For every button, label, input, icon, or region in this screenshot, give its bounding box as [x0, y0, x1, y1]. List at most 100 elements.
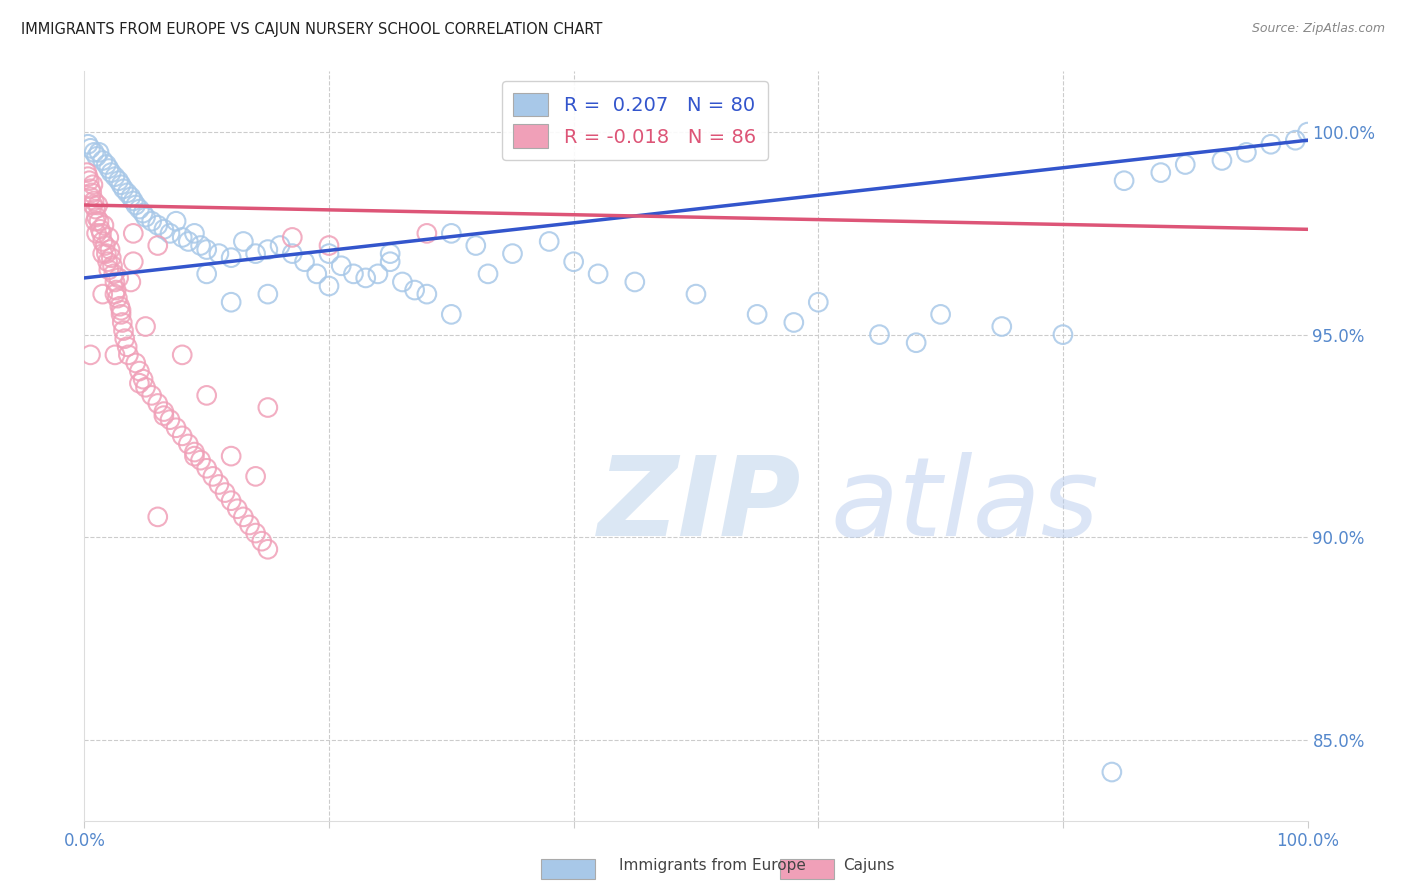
Text: ZIP: ZIP: [598, 452, 801, 559]
Point: [112, 182, 135, 196]
Point: [747, 307, 769, 321]
Point: [96, 246, 118, 260]
Point: [82, 178, 104, 192]
Point: [159, 412, 181, 426]
Point: [172, 348, 194, 362]
Point: [195, 461, 218, 475]
Text: Immigrants from Europe: Immigrants from Europe: [619, 858, 806, 872]
Point: [117, 348, 139, 362]
Point: [367, 267, 389, 281]
Point: [238, 518, 260, 533]
Point: [165, 421, 187, 435]
Point: [90, 227, 112, 241]
Point: [1101, 765, 1123, 780]
Point: [146, 219, 169, 233]
Point: [1296, 125, 1319, 139]
Point: [404, 283, 426, 297]
Point: [1284, 133, 1306, 147]
Point: [807, 295, 830, 310]
Point: [86, 149, 108, 163]
Point: [125, 356, 148, 370]
Point: [141, 388, 163, 402]
Point: [245, 246, 267, 260]
Point: [110, 303, 132, 318]
Point: [108, 299, 131, 313]
Point: [110, 178, 132, 192]
Point: [330, 259, 353, 273]
Point: [226, 501, 249, 516]
Point: [104, 348, 127, 362]
Point: [869, 327, 891, 342]
Point: [111, 316, 134, 330]
Point: [135, 319, 157, 334]
Point: [104, 275, 127, 289]
Point: [89, 222, 111, 236]
Point: [159, 227, 181, 241]
Point: [101, 259, 124, 273]
Point: [219, 251, 242, 265]
Point: [342, 267, 364, 281]
Point: [153, 404, 176, 418]
Point: [82, 198, 104, 212]
Point: [103, 267, 125, 281]
Point: [380, 254, 402, 268]
Point: [172, 429, 194, 443]
Point: [153, 222, 176, 236]
Point: [183, 227, 205, 241]
Point: [120, 190, 142, 204]
Point: [257, 287, 280, 301]
Point: [87, 145, 110, 160]
Point: [183, 445, 205, 459]
Point: [562, 254, 585, 268]
Point: [96, 157, 118, 171]
Point: [1211, 153, 1233, 168]
Point: [83, 194, 105, 208]
Point: [146, 238, 169, 252]
Point: [195, 388, 218, 402]
Point: [104, 169, 127, 184]
Point: [97, 262, 120, 277]
Point: [120, 275, 142, 289]
Text: Cajuns: Cajuns: [844, 858, 896, 872]
Point: [128, 364, 150, 378]
Point: [80, 186, 103, 200]
Point: [91, 153, 114, 168]
Point: [624, 275, 647, 289]
Point: [294, 254, 316, 268]
Point: [1052, 327, 1074, 342]
Point: [257, 542, 280, 557]
Point: [219, 493, 242, 508]
Legend: R =  0.207   N = 80, R = -0.018   N = 86: R = 0.207 N = 80, R = -0.018 N = 86: [502, 81, 768, 160]
Point: [91, 287, 114, 301]
Point: [905, 335, 928, 350]
Point: [257, 243, 280, 257]
Point: [269, 238, 291, 252]
Point: [115, 340, 138, 354]
Point: [477, 267, 499, 281]
Point: [84, 214, 107, 228]
Point: [153, 409, 176, 423]
Point: [464, 238, 486, 252]
Point: [112, 324, 135, 338]
Point: [1260, 137, 1282, 152]
Point: [416, 227, 439, 241]
Point: [104, 287, 127, 301]
Point: [83, 145, 105, 160]
Point: [110, 307, 132, 321]
Point: [195, 267, 218, 281]
Point: [245, 469, 267, 483]
Point: [991, 319, 1014, 334]
Point: [76, 166, 98, 180]
Point: [172, 230, 194, 244]
Point: [79, 348, 101, 362]
Point: [122, 227, 145, 241]
Point: [281, 246, 304, 260]
Point: [165, 214, 187, 228]
Point: [122, 254, 145, 268]
Point: [115, 186, 138, 200]
Point: [1114, 174, 1136, 188]
Point: [440, 307, 463, 321]
Point: [783, 316, 806, 330]
Point: [416, 287, 439, 301]
Point: [208, 477, 231, 491]
